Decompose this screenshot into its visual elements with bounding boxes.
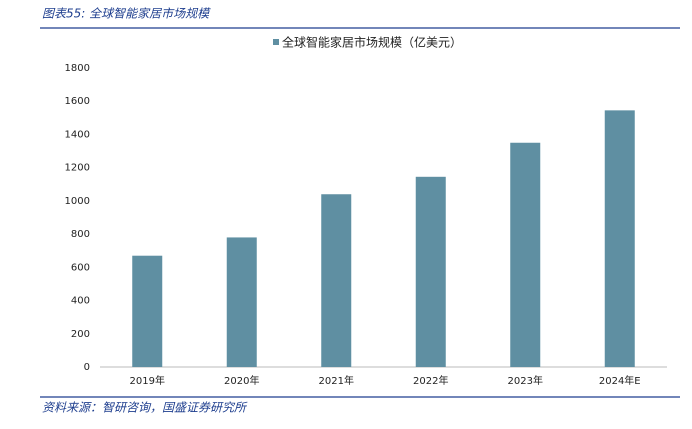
x-tick-label: 2019年 [130,374,165,387]
y-tick-label: 400 [71,296,90,307]
y-tick-label: 1000 [65,196,90,207]
x-tick-label: 2024年E [599,374,641,387]
source-note: 资料来源：智研咨询，国盛证券研究所 [42,401,248,415]
y-tick-label: 0 [84,362,90,373]
legend-swatch [273,39,279,45]
y-tick-label: 800 [71,229,90,240]
chart-title: 图表55: 全球智能家居市场规模 [42,7,211,21]
x-tick-label: 2023年 [508,374,543,387]
bar [604,110,635,367]
y-tick-label: 1400 [65,129,90,140]
bar [415,176,446,367]
y-tick-label: 1800 [65,63,90,74]
y-tick-label: 1200 [65,163,90,174]
bar [132,255,163,367]
bar [226,237,257,367]
legend-label: 全球智能家居市场规模（亿美元） [282,35,462,50]
y-tick-label: 1600 [65,96,90,107]
y-tick-label: 200 [71,329,90,340]
y-tick-label: 600 [71,262,90,273]
x-tick-label: 2022年 [413,374,448,387]
bar [510,142,541,367]
x-tick-label: 2021年 [319,374,354,387]
bar [321,194,352,367]
x-tick-label: 2020年 [224,374,259,387]
